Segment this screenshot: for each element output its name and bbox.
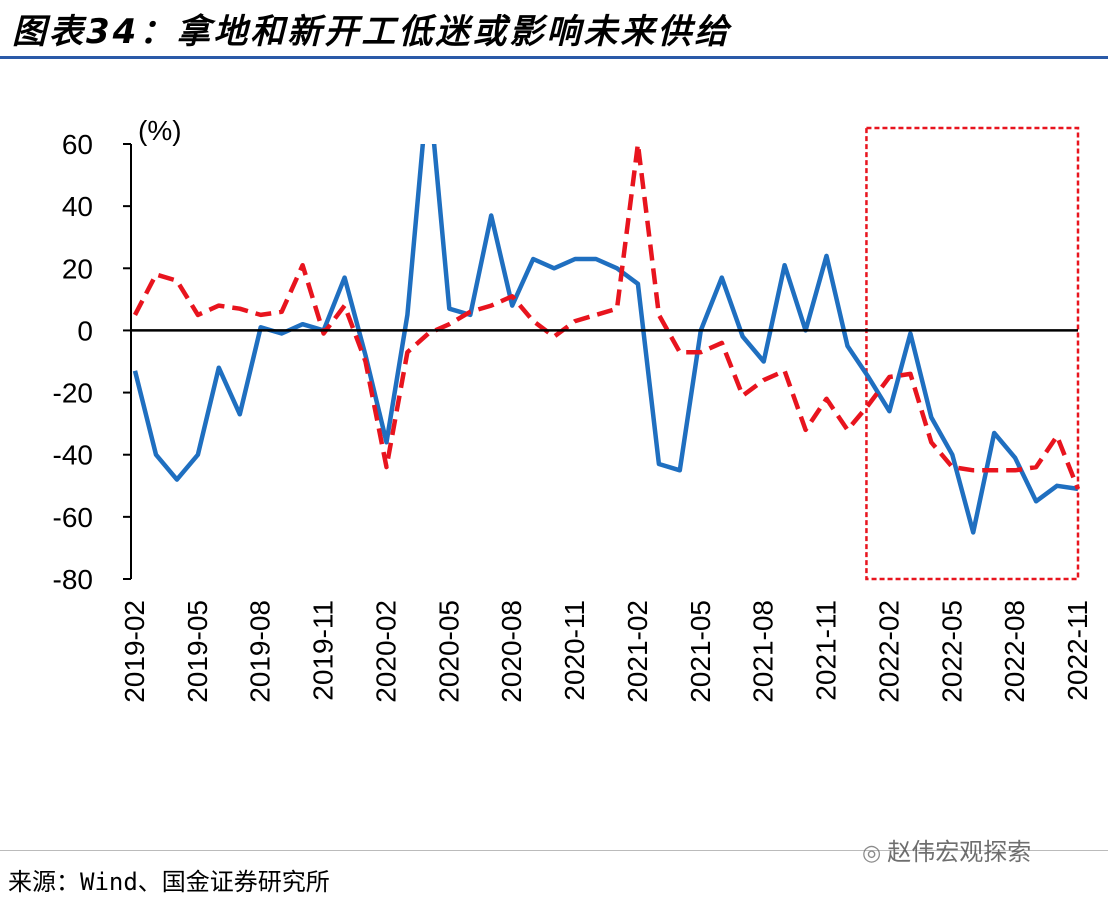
x-tick-label: 2022-11: [1062, 600, 1093, 701]
x-tick-label: 2021-02: [622, 600, 653, 703]
x-tick-label: 2020-05: [433, 600, 464, 703]
y-tick-label: -40: [53, 440, 93, 471]
y-tick-label: 40: [62, 191, 93, 222]
x-tick-label: 2020-11: [559, 600, 590, 701]
x-tick-label: 2019-11: [308, 600, 339, 701]
source-note: 来源：Wind、国金证券研究所: [8, 868, 330, 896]
x-axis: 2019-02 2019-05 2019-08 2019-11 2020-02 2020-…: [119, 329, 1093, 703]
x-tick-label: 2019-05: [182, 600, 213, 703]
x-tick-label: 2021-08: [748, 600, 779, 703]
footer-divider: [0, 850, 1108, 851]
y-tick-label: 20: [62, 253, 93, 284]
y-tick-label: -60: [53, 502, 93, 533]
x-tick-label: 2019-02: [119, 600, 150, 703]
wechat-icon: ◎: [862, 841, 882, 866]
y-tick-label: -20: [53, 378, 93, 409]
series-line-land-transaction: [132, 144, 1079, 535]
title-divider: [0, 56, 1108, 59]
x-tick-label: 2020-02: [370, 600, 401, 703]
highlight-box: [865, 126, 1080, 581]
plot-area: [132, 126, 1081, 581]
x-tick-label: 2019-08: [245, 600, 276, 703]
y-tick-label: 60: [62, 129, 93, 160]
watermark: ◎ 赵伟宏观探索: [862, 832, 1031, 867]
x-tick-label: 2022-08: [999, 600, 1030, 703]
x-tick-label: 2022-02: [873, 600, 904, 703]
watermark-text: 赵伟宏观探索: [887, 838, 1032, 866]
y-tick-label: 0: [77, 315, 93, 346]
y-axis-label: (%): [138, 115, 182, 146]
x-tick-label: 2021-05: [685, 600, 716, 703]
x-tick-label: 2020-08: [496, 600, 527, 703]
y-axis: 60 40 20 0 -20 -40 -60 -80 (%): [53, 115, 182, 595]
series-line-new-starts: [133, 144, 1081, 490]
x-tick-label: 2022-05: [936, 600, 967, 703]
figure-title: 图表34：拿地和新开工低迷或影响未来供给: [12, 12, 732, 52]
x-tick-label: 2021-11: [811, 600, 842, 701]
y-tick-label: -80: [53, 564, 93, 595]
